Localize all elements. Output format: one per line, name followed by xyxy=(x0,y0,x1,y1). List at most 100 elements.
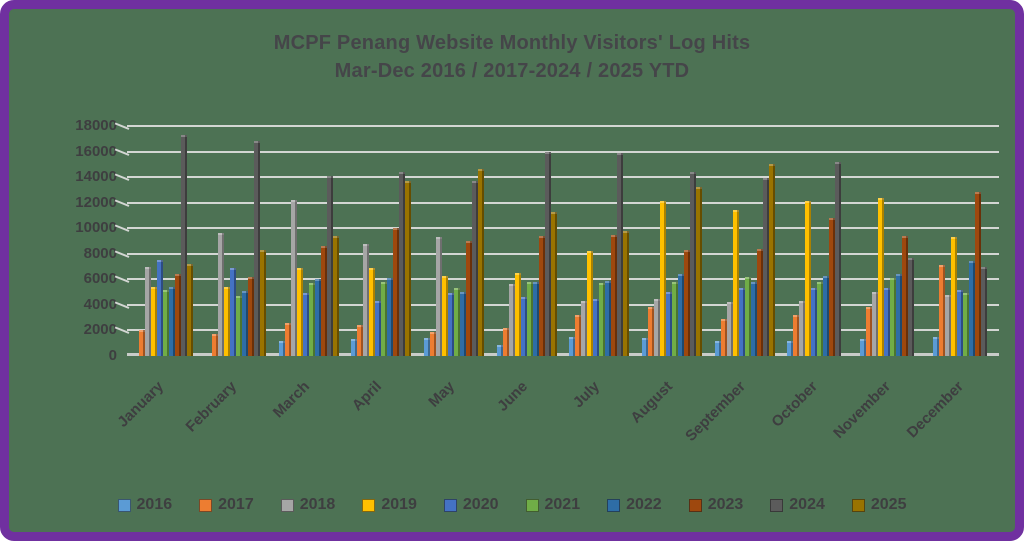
legend-swatch-2017 xyxy=(199,498,213,512)
gridline xyxy=(127,329,999,332)
bar-2018-september xyxy=(726,302,733,356)
bar-2017-may xyxy=(430,331,437,356)
legend-swatch-2022 xyxy=(607,498,621,512)
x-axis-label-march: March xyxy=(269,378,313,422)
y-axis-tick-label: 10000 xyxy=(75,219,117,237)
bar-2016-april xyxy=(351,339,358,356)
bar-2018-december xyxy=(944,294,951,356)
bar-2017-march xyxy=(284,322,291,356)
legend-label-2017: 2017 xyxy=(218,496,254,513)
bar-2025-february xyxy=(260,249,266,356)
bar-2018-october xyxy=(799,301,806,356)
bar-2020-january xyxy=(157,260,164,356)
legend-swatch-2018 xyxy=(280,498,294,512)
x-axis-label-july: July xyxy=(570,378,604,412)
bar-2025-april xyxy=(405,180,412,356)
y-axis-tick-label: 18000 xyxy=(75,117,117,134)
x-axis-label-january: January xyxy=(114,378,168,431)
bar-2023-july xyxy=(611,234,618,356)
x-axis-label-june: June xyxy=(493,378,531,415)
bar-2020-july xyxy=(593,298,600,356)
bar-2017-april xyxy=(357,325,364,356)
bar-2020-may xyxy=(448,293,455,356)
bar-2022-december xyxy=(968,261,975,356)
bar-2024-july xyxy=(617,152,624,356)
legend-label-2025: 2025 xyxy=(870,496,907,513)
bar-2019-february xyxy=(224,287,230,356)
gridline xyxy=(127,125,999,127)
bar-group-may xyxy=(418,126,491,356)
x-axis-label-august: August xyxy=(627,378,677,427)
gridline xyxy=(127,201,999,204)
bar-2018-august xyxy=(654,298,661,356)
legend-item-2020: 2020 xyxy=(443,496,499,514)
legend-label-2020: 2020 xyxy=(462,496,499,513)
bar-2021-december xyxy=(962,293,969,356)
gridline xyxy=(127,227,999,230)
bars-container xyxy=(127,126,999,356)
bar-2019-november xyxy=(878,197,885,356)
x-axis-label-september: September xyxy=(681,378,749,445)
legend-swatch-2016 xyxy=(117,498,131,512)
x-axis-label-december: December xyxy=(903,378,967,442)
bar-2018-march xyxy=(290,200,297,356)
bar-2020-march xyxy=(302,293,309,356)
bar-2023-december xyxy=(974,192,981,356)
bar-2020-february xyxy=(230,267,236,356)
x-axis-label-november: November xyxy=(830,378,895,442)
legend-item-2017: 2017 xyxy=(199,496,254,514)
chart-title-line1: MCPF Penang Website Monthly Visitors' Lo… xyxy=(273,32,751,54)
legend-label-2023: 2023 xyxy=(707,496,744,513)
y-axis-tick-label: 6000 xyxy=(83,270,117,288)
bar-2024-february xyxy=(254,141,260,356)
legend-label-2019: 2019 xyxy=(381,496,417,513)
bar-2016-march xyxy=(278,340,285,356)
gridline xyxy=(127,278,999,281)
bar-2016-december xyxy=(932,336,939,356)
bar-2025-may xyxy=(478,169,485,356)
bar-2019-march xyxy=(296,267,303,356)
bar-2018-june xyxy=(508,284,515,356)
bar-2022-september xyxy=(750,281,757,356)
bar-2021-february xyxy=(236,295,242,356)
gridline xyxy=(127,150,999,153)
y-axis-tick-label: 14000 xyxy=(75,168,117,186)
legend-item-2025: 2025 xyxy=(851,496,907,514)
bar-2020-june xyxy=(520,297,527,356)
bar-2019-june xyxy=(514,272,521,356)
bar-2023-june xyxy=(538,235,545,356)
bar-2023-february xyxy=(248,276,254,356)
bar-2022-august xyxy=(678,274,685,356)
bar-2016-september xyxy=(714,340,721,356)
y-axis-tick-label: 8000 xyxy=(83,244,117,262)
bar-2018-february xyxy=(218,233,224,356)
bar-2023-october xyxy=(829,218,836,356)
legend-swatch-2019 xyxy=(362,498,376,512)
bar-2021-june xyxy=(526,281,533,356)
bar-2019-april xyxy=(369,267,376,356)
bar-2019-july xyxy=(587,251,594,356)
bar-2018-november xyxy=(872,292,879,356)
bar-group-august xyxy=(636,126,709,356)
bar-2022-may xyxy=(460,292,467,356)
legend-swatch-2020 xyxy=(443,498,457,512)
bar-2023-may xyxy=(466,241,473,356)
legend-item-2021: 2021 xyxy=(525,496,580,514)
bar-2017-august xyxy=(648,307,655,356)
plot-background xyxy=(127,125,999,356)
bar-2019-september xyxy=(732,210,739,356)
bar-2023-january xyxy=(175,274,182,356)
legend-item-2023: 2023 xyxy=(688,496,744,514)
bar-2024-september xyxy=(762,178,769,356)
bar-2018-january xyxy=(145,266,152,356)
bar-2017-january xyxy=(139,330,146,356)
bar-2017-december xyxy=(938,265,945,356)
bar-2020-april xyxy=(375,301,382,356)
bar-2020-november xyxy=(884,288,891,356)
bar-2020-august xyxy=(666,292,673,356)
gridline xyxy=(127,252,999,255)
x-axis-label-february: February xyxy=(182,378,241,436)
bar-2017-june xyxy=(502,327,509,356)
bar-group-october xyxy=(781,126,854,356)
